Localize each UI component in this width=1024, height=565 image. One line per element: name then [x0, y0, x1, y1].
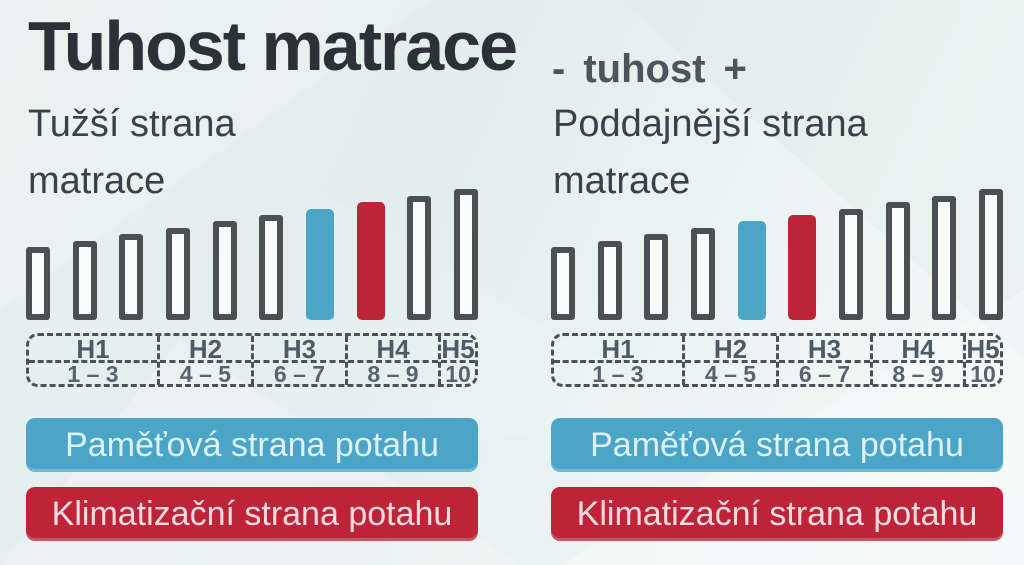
climate-side-button[interactable]: Klimatizační strana potahu	[551, 487, 1003, 541]
firmness-bar	[690, 228, 715, 320]
grade-cell-h2: H2 4 – 5	[682, 334, 776, 386]
grade-range: 10	[441, 360, 475, 386]
climate-side-bar	[788, 215, 817, 320]
memory-foam-bar	[305, 209, 334, 320]
firmness-bar	[644, 234, 669, 320]
firmness-bar	[212, 221, 237, 320]
grade-label: H2	[713, 334, 748, 364]
plus-sign: +	[723, 47, 747, 91]
heading-line2: matrace	[28, 160, 166, 202]
grade-range: 6 – 7	[779, 360, 870, 386]
firmness-bar	[838, 209, 863, 320]
heading-line1: Tužší strana	[28, 103, 236, 145]
grade-label: H5	[966, 334, 1000, 364]
grade-cell-h4: H4 8 – 9	[345, 334, 438, 386]
firmness-scale-hint: - tuhost +	[552, 47, 747, 92]
firmness-bar	[932, 196, 957, 320]
firmness-bar	[407, 196, 432, 320]
firmness-bar	[259, 215, 284, 320]
grade-label: H2	[188, 334, 223, 364]
grade-cell-h3: H3 6 – 7	[251, 334, 345, 386]
firmness-grade-scale: H1 1 – 3 H2 4 – 5 H3 6 – 7 H4 8 – 9 H5 10	[26, 333, 478, 387]
firmness-bar	[453, 189, 478, 320]
grade-cell-h4: H4 8 – 9	[870, 334, 963, 386]
memory-side-button[interactable]: Paměťová strana potahu	[551, 418, 1003, 472]
grade-label: H3	[807, 334, 842, 364]
heading-line2: matrace	[553, 160, 691, 202]
panel-firmer-side: Tužší strana matrace H1 1 – 3 H2 4 – 5 H3 6 –…	[26, 0, 478, 565]
firmness-bars	[26, 188, 478, 320]
grade-cell-h5: H5 10	[438, 334, 475, 386]
grade-label: H4	[376, 334, 410, 364]
firmness-bar	[119, 234, 144, 320]
grade-label: H1	[76, 334, 110, 364]
firmness-grade-scale: H1 1 – 3 H2 4 – 5 H3 6 – 7 H4 8 – 9 H5 10	[551, 333, 1003, 387]
grade-label: H1	[601, 334, 635, 364]
grade-range: 10	[966, 360, 1000, 386]
grade-range: 4 – 5	[160, 360, 251, 386]
panel-heading: Poddajnější strana matrace	[553, 96, 868, 210]
grade-cell-h1: H1 1 – 3	[554, 334, 682, 386]
grade-range: 8 – 9	[348, 360, 438, 386]
minus-sign: -	[552, 47, 566, 91]
firmness-bar	[72, 241, 97, 320]
grade-cell-h5: H5 10	[963, 334, 1000, 386]
page-title: Tuhost matrace	[28, 7, 518, 85]
grade-label: H4	[901, 334, 935, 364]
firmness-bar	[978, 189, 1003, 320]
grade-label: H5	[441, 334, 475, 364]
grade-cell-h1: H1 1 – 3	[29, 334, 157, 386]
firmness-bar	[885, 202, 910, 320]
grade-range: 8 – 9	[873, 360, 963, 386]
firmness-bar	[165, 228, 190, 320]
firmness-bar	[551, 247, 575, 320]
grade-range: 6 – 7	[254, 360, 345, 386]
climate-side-bar	[356, 202, 385, 320]
heading-line1: Poddajnější strana	[553, 103, 868, 145]
memory-foam-bar	[737, 221, 766, 320]
grade-cell-h2: H2 4 – 5	[157, 334, 251, 386]
climate-side-button[interactable]: Klimatizační strana potahu	[26, 487, 478, 541]
panel-softer-side: Poddajnější strana matrace H1 1 – 3 H2 4 – …	[551, 0, 1003, 565]
firmness-bars	[551, 188, 1003, 320]
firmness-bar	[26, 247, 50, 320]
grade-range: 4 – 5	[685, 360, 776, 386]
grade-label: H3	[282, 334, 317, 364]
firmness-bar	[597, 241, 622, 320]
panel-heading: Tužší strana matrace	[28, 96, 236, 210]
grade-range: 1 – 3	[554, 360, 682, 386]
hint-label: tuhost	[583, 47, 706, 91]
grade-cell-h3: H3 6 – 7	[776, 334, 870, 386]
memory-side-button[interactable]: Paměťová strana potahu	[26, 418, 478, 472]
grade-range: 1 – 3	[29, 360, 157, 386]
